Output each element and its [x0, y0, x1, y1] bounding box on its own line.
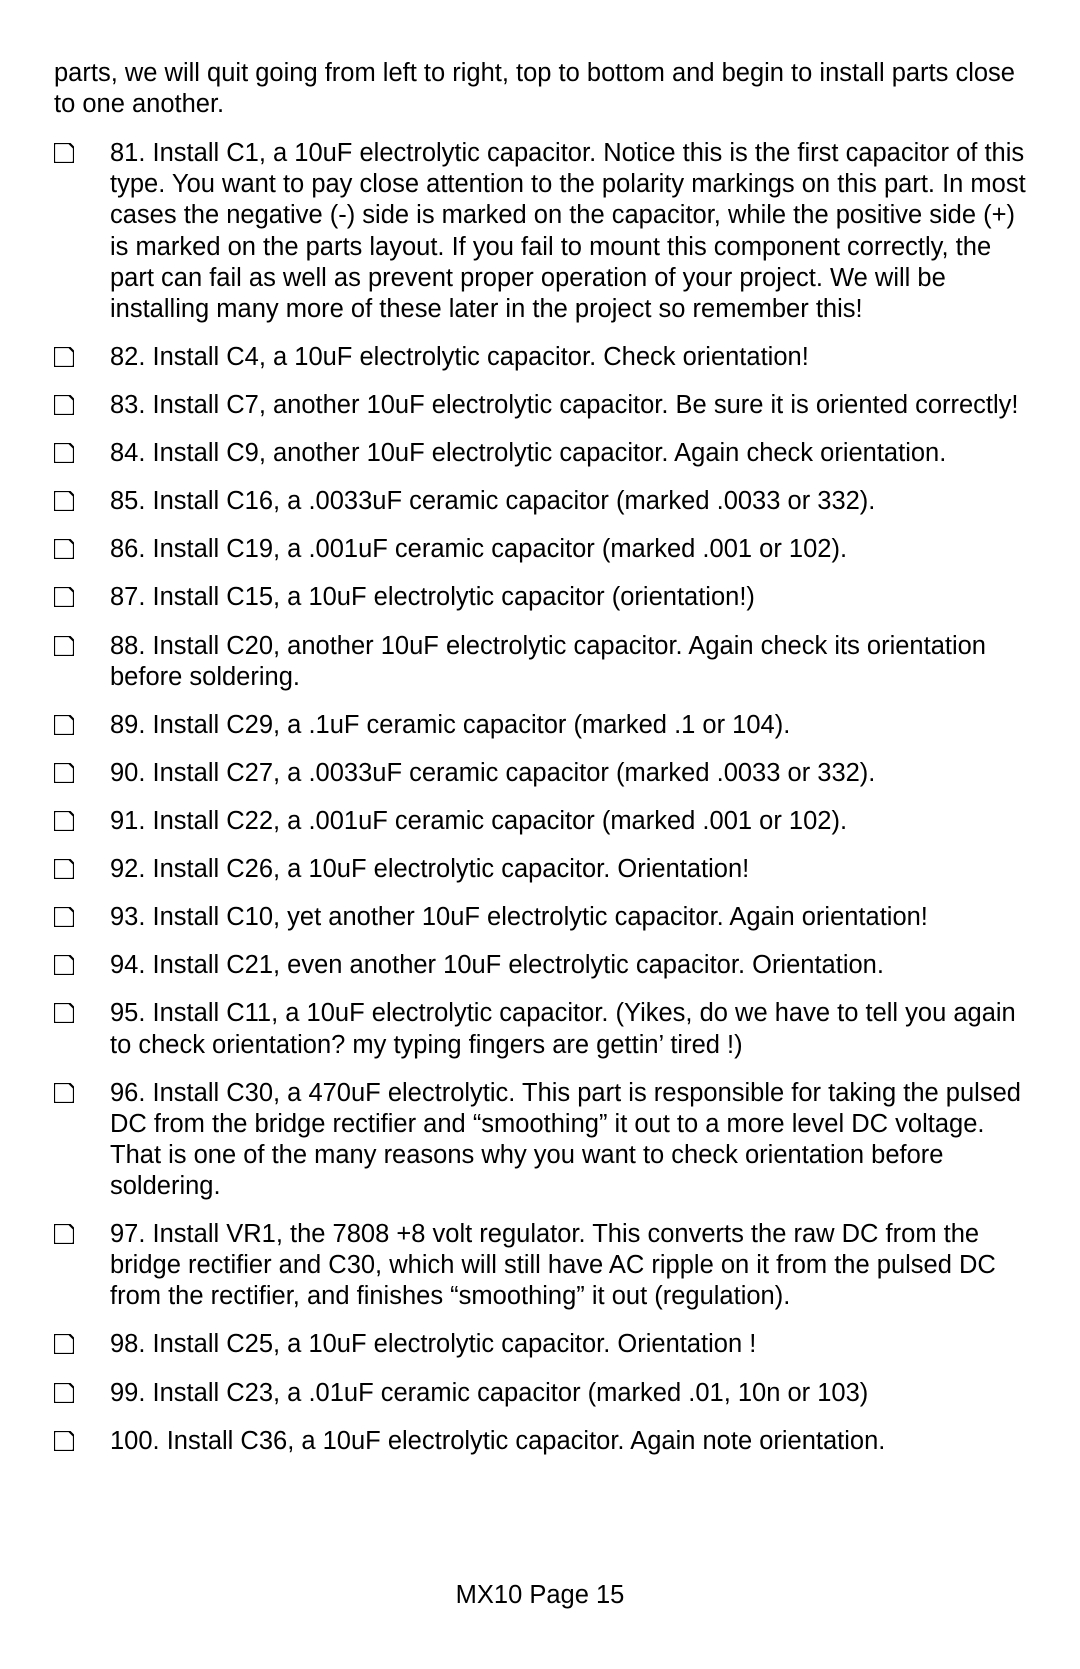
checklist-item: 82. Install C4, a 10uF electrolytic capa…	[54, 342, 1026, 373]
checkbox-icon	[54, 1003, 74, 1023]
checkbox-icon	[54, 811, 74, 831]
checklist-item: 87. Install C15, a 10uF electrolytic cap…	[54, 582, 1026, 613]
checklist-item-text: 94. Install C21, even another 10uF elect…	[110, 950, 1026, 981]
checkbox-icon	[54, 1334, 74, 1354]
checklist-item: 93. Install C10, yet another 10uF electr…	[54, 902, 1026, 933]
document-page: parts, we will quit going from left to r…	[0, 0, 1080, 1669]
checklist-item-text: 90. Install C27, a .0033uF ceramic capac…	[110, 758, 1026, 789]
checklist-item: 98. Install C25, a 10uF electrolytic cap…	[54, 1329, 1026, 1360]
checkbox-icon	[54, 587, 74, 607]
checkbox-icon	[54, 907, 74, 927]
checklist-item-text: 85. Install C16, a .0033uF ceramic capac…	[110, 486, 1026, 517]
checklist-item: 96. Install C30, a 470uF electrolytic. T…	[54, 1078, 1026, 1202]
checklist-item: 97. Install VR1, the 7808 +8 volt regula…	[54, 1219, 1026, 1312]
checkbox-icon	[54, 1224, 74, 1244]
checklist-item-text: 91. Install C22, a .001uF ceramic capaci…	[110, 806, 1026, 837]
checklist-item-text: 93. Install C10, yet another 10uF electr…	[110, 902, 1026, 933]
checkbox-icon	[54, 955, 74, 975]
checklist-item-text: 86. Install C19, a .001uF ceramic capaci…	[110, 534, 1026, 565]
checklist-item-text: 84. Install C9, another 10uF electrolyti…	[110, 438, 1026, 469]
checklist-item-text: 95. Install C11, a 10uF electrolytic cap…	[110, 998, 1026, 1060]
checklist-item: 99. Install C23, a .01uF ceramic capacit…	[54, 1378, 1026, 1409]
page-footer: MX10 Page 15	[0, 1580, 1080, 1611]
checklist-item: 91. Install C22, a .001uF ceramic capaci…	[54, 806, 1026, 837]
checklist-item: 89. Install C29, a .1uF ceramic capacito…	[54, 710, 1026, 741]
checklist-item-text: 87. Install C15, a 10uF electrolytic cap…	[110, 582, 1026, 613]
checklist-item-text: 100. Install C36, a 10uF electrolytic ca…	[110, 1426, 1026, 1457]
checklist-item: 81. Install C1, a 10uF electrolytic capa…	[54, 138, 1026, 325]
checkbox-icon	[54, 143, 74, 163]
checkbox-icon	[54, 763, 74, 783]
checklist-item: 92. Install C26, a 10uF electrolytic cap…	[54, 854, 1026, 885]
checklist-item: 90. Install C27, a .0033uF ceramic capac…	[54, 758, 1026, 789]
checklist-item: 84. Install C9, another 10uF electrolyti…	[54, 438, 1026, 469]
checkbox-icon	[54, 539, 74, 559]
checkbox-icon	[54, 347, 74, 367]
checklist-item-text: 82. Install C4, a 10uF electrolytic capa…	[110, 342, 1026, 373]
intro-paragraph: parts, we will quit going from left to r…	[54, 58, 1026, 120]
checklist-item-text: 96. Install C30, a 470uF electrolytic. T…	[110, 1078, 1026, 1202]
checkbox-icon	[54, 1383, 74, 1403]
checklist-item: 100. Install C36, a 10uF electrolytic ca…	[54, 1426, 1026, 1457]
checkbox-icon	[54, 1431, 74, 1451]
checklist: 81. Install C1, a 10uF electrolytic capa…	[54, 138, 1026, 1457]
checklist-item: 94. Install C21, even another 10uF elect…	[54, 950, 1026, 981]
checklist-item-text: 81. Install C1, a 10uF electrolytic capa…	[110, 138, 1026, 325]
checkbox-icon	[54, 443, 74, 463]
checklist-item-text: 97. Install VR1, the 7808 +8 volt regula…	[110, 1219, 1026, 1312]
checklist-item: 86. Install C19, a .001uF ceramic capaci…	[54, 534, 1026, 565]
checklist-item-text: 83. Install C7, another 10uF electrolyti…	[110, 390, 1026, 421]
checklist-item: 83. Install C7, another 10uF electrolyti…	[54, 390, 1026, 421]
checklist-item: 85. Install C16, a .0033uF ceramic capac…	[54, 486, 1026, 517]
checklist-item-text: 89. Install C29, a .1uF ceramic capacito…	[110, 710, 1026, 741]
checkbox-icon	[54, 491, 74, 511]
checkbox-icon	[54, 1083, 74, 1103]
checkbox-icon	[54, 715, 74, 735]
checklist-item-text: 92. Install C26, a 10uF electrolytic cap…	[110, 854, 1026, 885]
checklist-item: 95. Install C11, a 10uF electrolytic cap…	[54, 998, 1026, 1060]
checkbox-icon	[54, 395, 74, 415]
checklist-item-text: 98. Install C25, a 10uF electrolytic cap…	[110, 1329, 1026, 1360]
checkbox-icon	[54, 859, 74, 879]
checklist-item: 88. Install C20, another 10uF electrolyt…	[54, 631, 1026, 693]
checklist-item-text: 88. Install C20, another 10uF electrolyt…	[110, 631, 1026, 693]
checkbox-icon	[54, 636, 74, 656]
checklist-item-text: 99. Install C23, a .01uF ceramic capacit…	[110, 1378, 1026, 1409]
